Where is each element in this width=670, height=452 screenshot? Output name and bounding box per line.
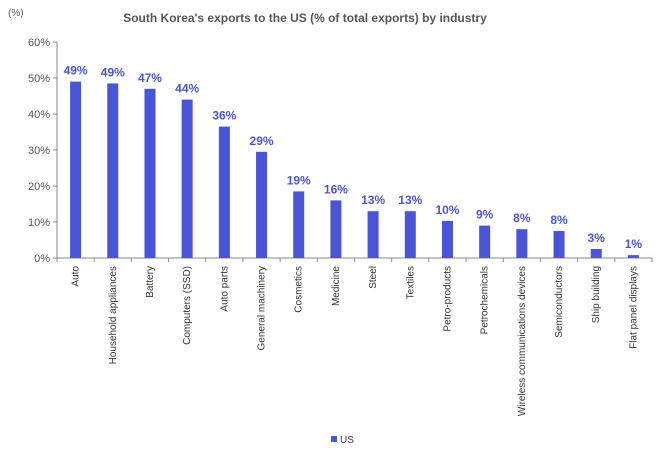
data-label: 10% (435, 203, 459, 217)
data-label: 1% (625, 237, 643, 251)
bar (441, 220, 453, 258)
data-label: 49% (101, 65, 125, 79)
x-tick-label: Computers (SSD) (182, 266, 193, 345)
data-label: 16% (324, 182, 348, 196)
bars (70, 81, 639, 259)
data-label: 47% (138, 71, 162, 85)
x-tick-label: Cosmetics (294, 266, 305, 313)
bar (70, 81, 82, 258)
bar (516, 229, 528, 258)
data-label: 49% (64, 64, 88, 78)
x-tick-label: Steel (368, 266, 379, 289)
data-labels: 49% 49% 47% 44% 36% 29% 19% 16% 13% 13% 10% 9% 8% 8% 3… (64, 64, 643, 252)
legend: US (331, 435, 354, 446)
bar (330, 200, 342, 258)
y-tick-label: 40% (28, 109, 50, 121)
x-tick-label: Ship building (591, 266, 602, 323)
x-tick-label: Battery (145, 266, 156, 298)
legend-swatch (331, 436, 337, 442)
y-tick-label: 20% (28, 181, 50, 193)
x-tick-label: General machinery (257, 266, 268, 350)
bar (627, 255, 639, 258)
x-tick-label: Auto parts (219, 266, 230, 312)
x-tick-label: Flat panel displays (628, 266, 639, 349)
x-tick-label: Petro-products (442, 266, 453, 332)
bar (553, 231, 565, 258)
y-tick-label: 50% (28, 73, 50, 85)
x-tick-label: Auto (71, 266, 82, 287)
bar (479, 225, 491, 258)
y-tick-label: 10% (28, 217, 50, 229)
bar (404, 211, 416, 258)
bar (218, 126, 230, 258)
x-ticks: Auto Household appliances Battery Computers… (56, 258, 653, 416)
y-tick-label: 30% (28, 145, 50, 157)
x-tick-label: Petrochemicals (480, 266, 491, 334)
bar (293, 191, 305, 258)
x-tick-label: Wireless communications devices (517, 266, 528, 416)
x-tick-label: Household appliances (108, 266, 119, 364)
data-label: 8% (513, 211, 531, 225)
bar (181, 99, 193, 258)
y-axis: 0% 10% 20% 30% 40% 50% 60% (28, 37, 652, 265)
y-unit-label: (%) (8, 8, 24, 19)
x-tick-label: Semiconductors (554, 266, 565, 338)
data-label: 9% (476, 208, 494, 222)
x-tick-label: Medicine (331, 266, 342, 306)
data-label: 29% (250, 134, 274, 148)
bar (107, 83, 119, 259)
y-tick-label: 60% (28, 37, 50, 49)
data-label: 13% (398, 193, 422, 207)
data-label: 8% (550, 213, 568, 227)
bar (590, 249, 602, 258)
bar (367, 211, 379, 258)
data-label: 19% (287, 173, 311, 187)
data-label: 13% (361, 193, 385, 207)
y-tick-label: 0% (34, 253, 50, 265)
chart-title: South Korea's exports to the US (% of to… (123, 11, 487, 25)
data-label: 3% (588, 231, 606, 245)
x-tick-label: Textiles (405, 266, 416, 299)
legend-label: US (340, 435, 354, 446)
bar (144, 88, 156, 258)
bar (256, 151, 268, 258)
data-label: 36% (212, 109, 236, 123)
data-label: 44% (175, 82, 199, 96)
